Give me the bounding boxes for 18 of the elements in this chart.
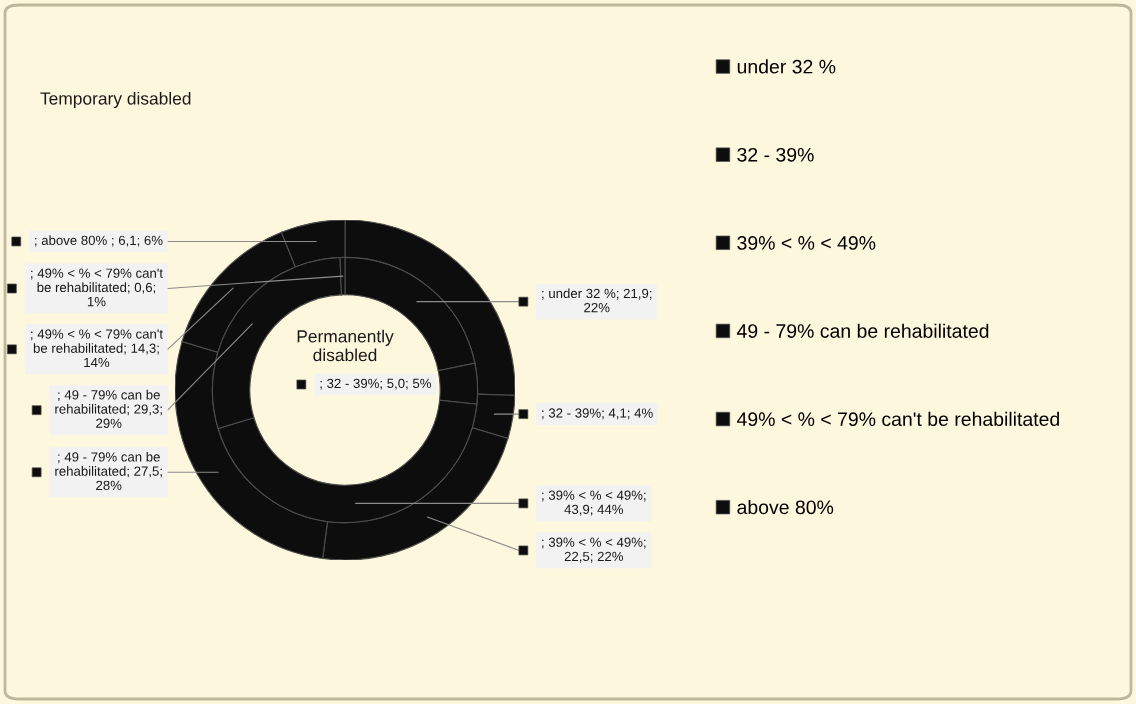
legend-label: 32 - 39% xyxy=(737,147,814,162)
data-label: ; 32 - 39%; 5,0; 5% xyxy=(320,378,432,390)
legend-label: 49% < % < 79% can't be rehabilitated xyxy=(737,411,1059,427)
data-label: ; under 32 %; 21,9; 22% xyxy=(542,288,652,313)
data-label: ; 39% < % < 49%; 43,9; 44% xyxy=(542,490,646,516)
data-label: ; 49 - 79% can be rehabilitated; 27,5; 28% xyxy=(55,451,162,491)
data-label: ; above 80% ; 6,1; 6% xyxy=(35,235,163,247)
legend-label: 49 - 79% can be rehabilitated xyxy=(737,323,989,338)
data-label: ; 49 - 79% can be rehabilitated; 29,3; 29% xyxy=(55,389,162,428)
legend-label: 39% < % < 49% xyxy=(737,236,876,250)
legend-label: under 32 % xyxy=(737,59,836,74)
data-label: ; 32 - 39%; 4,1; 4% xyxy=(542,408,653,420)
legend-label: above 80% xyxy=(737,499,834,515)
slice-label: Temporary disabled xyxy=(40,91,191,109)
slice-label: Permanently disabled xyxy=(297,329,394,362)
data-label: ; 39% < % < 49%; 22,5; 22% xyxy=(542,537,646,563)
data-label: ; 49% < % < 79% can't be rehabilitated; 14,3; 14% xyxy=(31,329,163,368)
data-label: ; 49% < % < 79% can't be rehabilitated; 0,6; 1% xyxy=(31,268,163,307)
